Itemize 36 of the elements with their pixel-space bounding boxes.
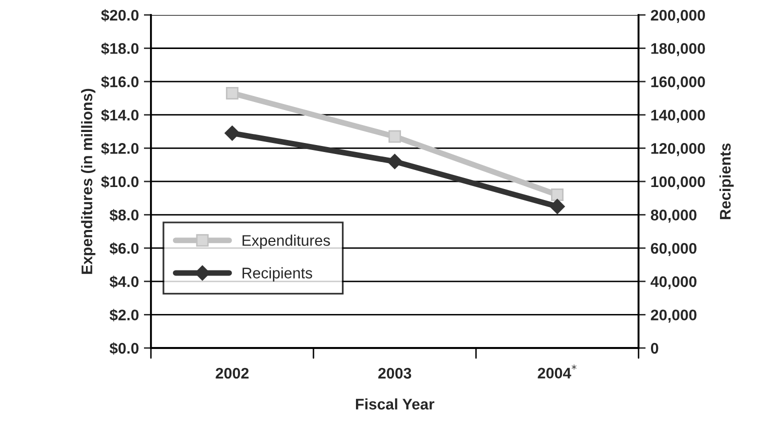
y2-tick-label: 180,000 xyxy=(651,43,705,56)
y-tick-label: $2.0 xyxy=(110,308,138,322)
legend-label: Expenditures xyxy=(242,234,330,249)
point xyxy=(551,188,564,202)
y2-tick-label: 200,000 xyxy=(650,10,705,23)
y-axis-title: Expenditures (in millions) xyxy=(81,88,96,274)
point xyxy=(550,198,565,214)
y-tick-label: $16.0 xyxy=(101,76,138,88)
legend-label: Recipients xyxy=(242,267,312,282)
y2-tick-label: 80,000 xyxy=(650,210,696,223)
y2-tick-label: 140,000 xyxy=(651,110,705,123)
y-tick-label: $14.0 xyxy=(101,109,138,122)
y2-axis-title: Recipients xyxy=(719,143,734,220)
y2-tick-label: 120,000 xyxy=(651,143,705,156)
y2-tick-label: 20,000 xyxy=(650,310,696,323)
y-tick-label: $20.0 xyxy=(101,9,138,22)
y-tick-label: $12.0 xyxy=(101,142,138,155)
y-tick-label: $18.0 xyxy=(101,42,138,55)
y2-tick-label: 160,000 xyxy=(651,76,705,90)
point xyxy=(226,86,238,100)
y2-tick-label: 60,000 xyxy=(650,242,696,256)
y2-tick-label: 40,000 xyxy=(650,276,696,290)
x-tick-label: 2002 xyxy=(216,368,249,379)
y-tick-label: $4.0 xyxy=(110,276,138,288)
point xyxy=(388,130,401,143)
x-tick-label: 2003 xyxy=(378,368,412,379)
point xyxy=(387,154,402,170)
y-tick-label: $8.0 xyxy=(110,208,138,222)
y-tick-label: $6.0 xyxy=(110,242,138,255)
point xyxy=(224,126,240,141)
y2-tick-label: 0 xyxy=(650,342,658,354)
x-axis-title: Fiscal Year xyxy=(356,398,434,410)
y-tick-label: $0.0 xyxy=(110,342,138,355)
x-tick-label: 2004$^{*}$ xyxy=(538,364,576,379)
y2-tick-label: 100,000 xyxy=(651,176,705,190)
y-tick-label: $10.0 xyxy=(101,176,138,188)
